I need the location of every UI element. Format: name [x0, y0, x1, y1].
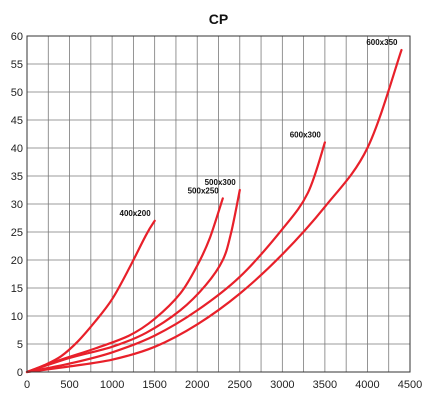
series-label: 500x250: [188, 186, 220, 195]
x-tick-label: 0: [24, 379, 30, 391]
y-axis-ticks: 0 5 10 15 20 25 30 35 40 45 50 55 60: [11, 31, 23, 379]
x-tick-label: 3000: [270, 379, 294, 391]
series-label: 500x300: [205, 178, 237, 187]
series-lines: [25, 48, 403, 374]
x-tick-label: 1500: [142, 379, 166, 391]
x-tick-label: 500: [60, 379, 78, 391]
y-tick-label: 30: [11, 199, 23, 211]
y-tick-label: 50: [11, 87, 23, 99]
x-tick-label: 2000: [185, 379, 209, 391]
series-label: 600x350: [366, 38, 398, 47]
y-tick-label: 55: [11, 59, 23, 71]
y-tick-label: 25: [11, 227, 23, 239]
series-label: 400x200: [120, 209, 152, 218]
x-tick-label: 4500: [398, 379, 422, 391]
x-tick-label: 3500: [313, 379, 337, 391]
y-tick-label: 40: [11, 143, 23, 155]
y-tick-label: 60: [11, 31, 23, 43]
y-tick-label: 5: [17, 339, 23, 351]
series-line-500x300: [25, 188, 241, 374]
y-tick-label: 45: [11, 115, 23, 127]
y-tick-label: 35: [11, 171, 23, 183]
x-tick-label: 1000: [100, 379, 124, 391]
x-tick-label: 4000: [355, 379, 379, 391]
grid: [26, 35, 411, 373]
series-line-600x350: [25, 48, 403, 374]
series-line-600x300: [25, 141, 326, 374]
y-tick-label: 10: [11, 311, 23, 323]
x-axis-ticks: 0 500 1000 1500 2000 2500 3000 3500 4000 4500: [24, 379, 422, 391]
series-label: 600x300: [290, 130, 322, 139]
y-tick-label: 0: [17, 367, 23, 379]
plot-frame: [26, 35, 411, 373]
x-tick-label: 2500: [228, 379, 252, 391]
series-line-500x250: [25, 197, 224, 374]
y-tick-label: 20: [11, 255, 23, 267]
y-tick-label: 15: [11, 283, 23, 295]
chart-title: CP: [209, 11, 228, 27]
